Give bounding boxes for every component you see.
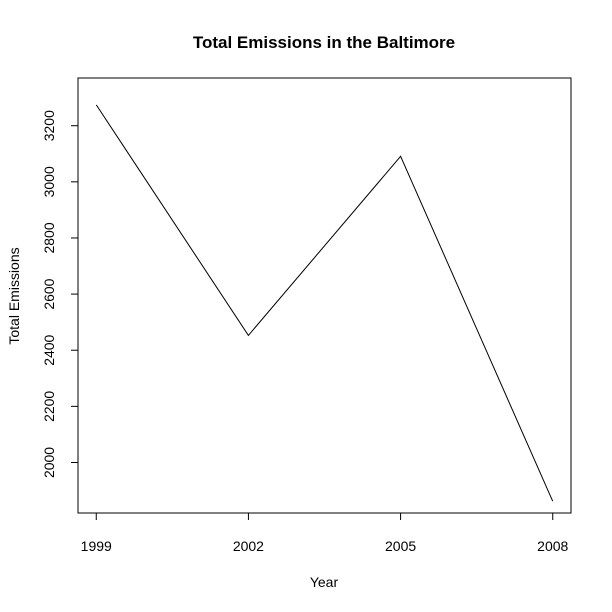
chart-title: Total Emissions in the Baltimore — [193, 33, 455, 52]
y-tick-label: 2400 — [41, 334, 57, 365]
plot-frame — [77, 77, 572, 514]
y-tick-label: 3200 — [41, 110, 57, 141]
y-tick-label: 2000 — [41, 447, 57, 478]
x-axis: 1999 2002 2005 2008 — [81, 512, 569, 554]
x-tick-label: 2002 — [233, 538, 264, 554]
x-tick-label: 2005 — [385, 538, 416, 554]
y-axis: 2000 2200 2400 2600 2800 3000 3200 — [41, 110, 79, 478]
y-axis-label: Total Emissions — [6, 247, 22, 344]
y-tick-label: 2800 — [41, 222, 57, 253]
y-tick-label: 2200 — [41, 391, 57, 422]
x-tick-label: 1999 — [81, 538, 112, 554]
x-tick-label: 2008 — [537, 538, 568, 554]
series-line — [95, 104, 554, 502]
x-axis-label: Year — [310, 574, 339, 590]
y-tick-label: 2600 — [41, 278, 57, 309]
y-tick-label: 3000 — [41, 166, 57, 197]
